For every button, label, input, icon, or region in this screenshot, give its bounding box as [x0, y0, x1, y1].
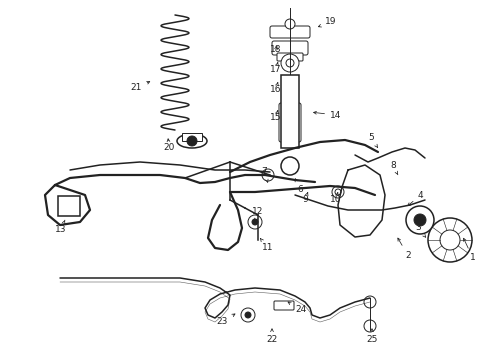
Text: 10: 10 [330, 193, 342, 204]
FancyBboxPatch shape [270, 26, 310, 38]
Circle shape [285, 19, 295, 29]
Circle shape [245, 312, 251, 318]
Circle shape [406, 206, 434, 234]
Circle shape [364, 320, 376, 332]
Text: 14: 14 [314, 111, 342, 120]
Circle shape [241, 308, 255, 322]
Text: 5: 5 [368, 134, 378, 148]
Text: 11: 11 [260, 238, 274, 252]
Text: 25: 25 [367, 329, 378, 345]
Circle shape [364, 296, 376, 308]
Circle shape [281, 54, 299, 72]
FancyBboxPatch shape [283, 77, 297, 97]
Circle shape [262, 169, 274, 181]
Ellipse shape [177, 134, 207, 148]
Text: 16: 16 [270, 82, 281, 94]
Text: 6: 6 [295, 179, 303, 194]
FancyBboxPatch shape [274, 301, 294, 310]
FancyBboxPatch shape [58, 196, 80, 216]
FancyBboxPatch shape [272, 41, 308, 55]
Text: 7: 7 [261, 167, 268, 182]
Circle shape [332, 186, 344, 198]
FancyBboxPatch shape [279, 103, 301, 142]
Text: 13: 13 [55, 220, 67, 234]
Text: 23: 23 [217, 314, 235, 327]
FancyBboxPatch shape [277, 53, 303, 61]
Circle shape [335, 189, 341, 195]
Circle shape [440, 230, 460, 250]
Circle shape [428, 218, 472, 262]
Text: 3: 3 [415, 224, 426, 237]
Text: 2: 2 [398, 238, 411, 260]
Text: 21: 21 [131, 81, 150, 93]
Circle shape [414, 214, 426, 226]
Text: 24: 24 [288, 302, 306, 315]
FancyBboxPatch shape [281, 75, 299, 148]
Text: 15: 15 [270, 111, 281, 122]
Text: 12: 12 [252, 207, 264, 222]
Circle shape [286, 59, 294, 67]
Text: 20: 20 [164, 139, 175, 153]
FancyBboxPatch shape [182, 133, 202, 141]
Text: 1: 1 [464, 238, 476, 262]
Text: 4: 4 [408, 190, 424, 206]
Text: 22: 22 [267, 329, 278, 345]
Text: 8: 8 [390, 161, 398, 175]
Circle shape [187, 136, 197, 146]
Circle shape [252, 219, 258, 225]
Text: 19: 19 [318, 18, 337, 27]
Circle shape [248, 215, 262, 229]
Circle shape [281, 157, 299, 175]
Text: 17: 17 [270, 63, 281, 75]
Text: 9: 9 [302, 193, 308, 204]
Text: 18: 18 [270, 45, 281, 54]
